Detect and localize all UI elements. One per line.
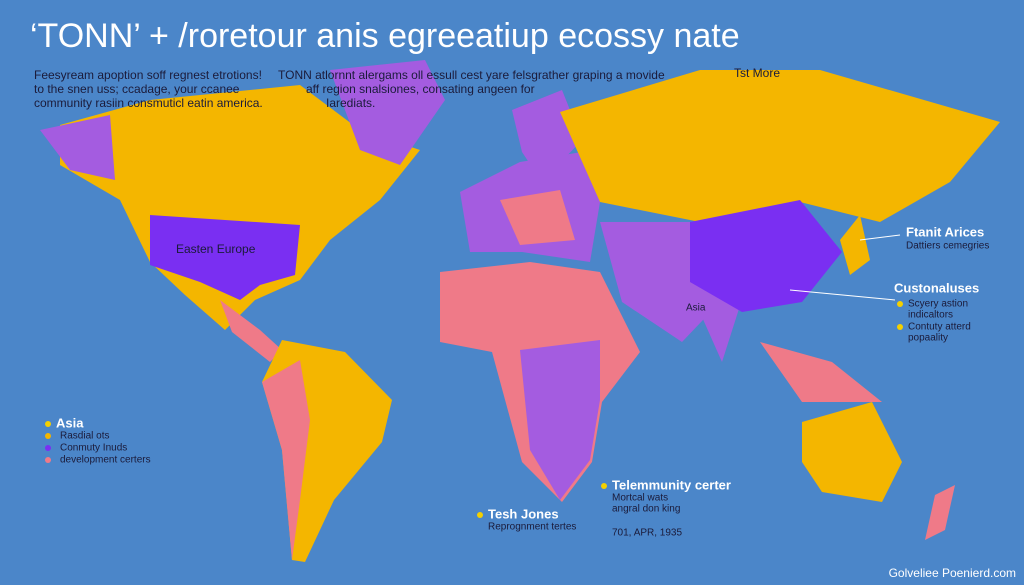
callout-title: Ftanit Arices bbox=[906, 224, 984, 239]
bullet bbox=[601, 483, 607, 489]
europe-central bbox=[500, 190, 575, 245]
title: ‘TONN’ + /roretour anis egreeatiup ecoss… bbox=[30, 17, 740, 55]
leader-line bbox=[789, 289, 896, 301]
legend-swatch bbox=[45, 445, 51, 451]
india bbox=[690, 290, 745, 362]
legend-title: Asia bbox=[56, 415, 84, 430]
australia bbox=[802, 402, 902, 502]
russia bbox=[560, 70, 1000, 222]
africa-south bbox=[520, 340, 600, 500]
legend-item: Rasdial ots bbox=[60, 431, 109, 442]
note-line: aff region snalsiones, consating angeen … bbox=[306, 82, 535, 96]
japan bbox=[840, 215, 870, 275]
callout-text: indicaltors bbox=[908, 310, 953, 321]
north-america bbox=[60, 85, 420, 330]
callout-text: popaality bbox=[908, 333, 948, 344]
legend-item: Conmuty Inuds bbox=[60, 443, 127, 454]
region-label: Easten Europe bbox=[176, 242, 256, 256]
callout-text: Reprognment tertes bbox=[488, 522, 576, 533]
callout-text: Mortcal wats bbox=[612, 493, 668, 504]
china bbox=[690, 200, 842, 312]
south-america-west bbox=[262, 360, 310, 560]
callout-text: angral don king bbox=[612, 504, 680, 515]
central-america bbox=[220, 300, 282, 362]
note-line: TONN atlornnt alergams oll essull cest y… bbox=[278, 68, 665, 82]
callout-title: Tesh Jones bbox=[488, 506, 559, 521]
callout-text: Contuty atterd bbox=[908, 322, 971, 333]
bullet bbox=[897, 324, 903, 330]
intro-line: community rasiin consmuticl eatin americ… bbox=[34, 96, 263, 110]
bullet bbox=[897, 301, 903, 307]
legend-swatch bbox=[45, 421, 51, 427]
new-zealand bbox=[925, 485, 955, 540]
alaska bbox=[40, 115, 115, 180]
legend-item: development certers bbox=[60, 455, 151, 466]
greenland bbox=[330, 60, 445, 165]
callout-text: Scyery astion bbox=[908, 299, 968, 310]
footer: Golveliee Poenierd.com bbox=[889, 566, 1016, 580]
note-line: Iarediats. bbox=[326, 96, 375, 110]
date: 701, APR, 1935 bbox=[612, 528, 682, 539]
southeast-asia bbox=[760, 342, 882, 402]
intro-line: Feesyream apoption soff regnest etrotion… bbox=[34, 68, 262, 82]
region-label: Asia bbox=[686, 303, 706, 314]
usa bbox=[150, 215, 300, 300]
top-link[interactable]: Tst More bbox=[734, 66, 780, 80]
bullet bbox=[477, 512, 483, 518]
callout-title: Custonaluses bbox=[894, 280, 979, 295]
legend-swatch bbox=[45, 433, 51, 439]
callout-title: Telemmunity certer bbox=[612, 477, 731, 492]
intro-line: to the snen uss; ccadage, your ccanee bbox=[34, 82, 240, 96]
callout-text: Dattiers cemegries bbox=[906, 241, 989, 252]
legend-swatch bbox=[45, 457, 51, 463]
leader-line bbox=[859, 234, 901, 241]
